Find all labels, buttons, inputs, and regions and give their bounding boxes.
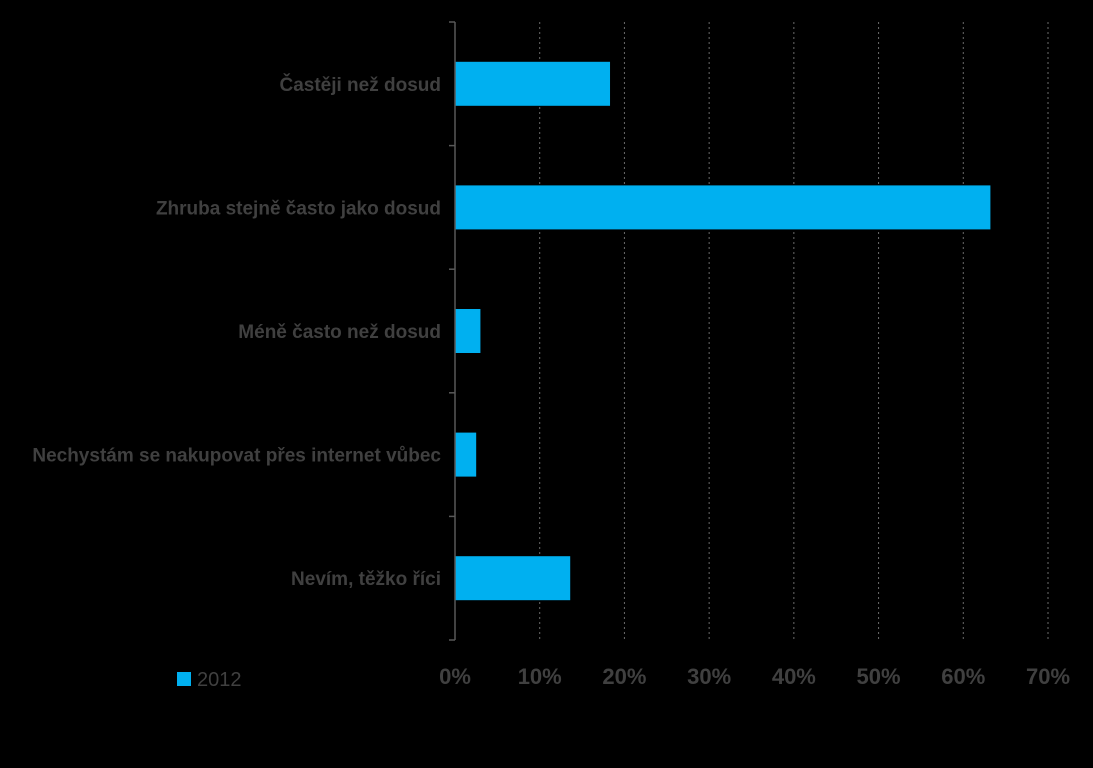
category-label-2: Méně často než dosud bbox=[238, 322, 441, 343]
category-label-1: Zhruba stejně často jako dosud bbox=[156, 198, 441, 219]
category-axis bbox=[449, 21, 456, 641]
bars bbox=[455, 61, 991, 601]
x-tick-label-7: 70% bbox=[1026, 664, 1070, 689]
legend-label-2012: 2012 bbox=[197, 669, 242, 691]
x-tick-label-2: 20% bbox=[602, 664, 646, 689]
legend-swatch-2012 bbox=[177, 672, 191, 686]
x-tick-label-1: 10% bbox=[518, 664, 562, 689]
bar-0 bbox=[455, 61, 611, 106]
bar-2 bbox=[455, 309, 481, 353]
legend: 2012 bbox=[177, 669, 242, 691]
bar-4 bbox=[455, 556, 571, 601]
x-tick-label-0: 0% bbox=[439, 664, 471, 689]
bar-3 bbox=[455, 432, 477, 477]
category-labels: Častěji než dosud Zhruba stejně často jak… bbox=[32, 74, 441, 590]
category-label-4: Nevím, těžko říci bbox=[291, 569, 441, 590]
bar-1 bbox=[455, 185, 991, 230]
x-tick-label-6: 60% bbox=[941, 664, 985, 689]
x-tick-label-3: 30% bbox=[687, 664, 731, 689]
grid-lines bbox=[539, 22, 1049, 640]
x-tick-label-5: 50% bbox=[857, 664, 901, 689]
x-tick-label-4: 40% bbox=[772, 664, 816, 689]
category-label-3: Nechystám se nakupovat přes internet vůb… bbox=[32, 446, 441, 467]
category-label-0: Častěji než dosud bbox=[279, 74, 441, 96]
x-tick-labels: 0% 10% 20% 30% 40% 50% 60% 70% bbox=[439, 664, 1070, 689]
